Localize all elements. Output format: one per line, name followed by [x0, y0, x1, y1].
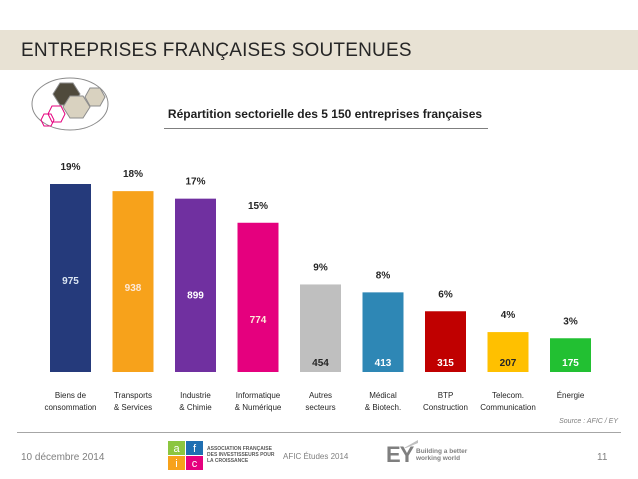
- bar-value-label-6: 315: [437, 358, 454, 369]
- bar-percent-label-4: 9%: [313, 262, 328, 273]
- bar-percent-label-7: 4%: [501, 310, 516, 321]
- bar-value-label-1: 938: [125, 283, 142, 294]
- bar-value-label-5: 413: [375, 358, 392, 369]
- bar-value-label-2: 899: [187, 291, 204, 302]
- category-label-1-line-0: Transports: [114, 391, 152, 400]
- bar-percent-label-3: 15%: [248, 201, 268, 212]
- bar-5: [362, 292, 404, 372]
- category-label-0-line-1: consommation: [44, 403, 96, 412]
- title-underline: [164, 128, 488, 129]
- category-label-2-line-1: & Chimie: [179, 403, 212, 412]
- category-label-5-line-1: & Biotech.: [365, 403, 401, 412]
- footer-date: 10 décembre 2014: [21, 452, 105, 463]
- category-label-8-line-0: Énergie: [557, 391, 585, 400]
- bar-value-label-7: 207: [500, 358, 517, 369]
- category-label-6-line-1: Construction: [423, 403, 468, 412]
- bar-value-label-8: 175: [562, 358, 579, 369]
- bar-1: [112, 191, 154, 372]
- ey-beam-icon: [404, 440, 418, 448]
- afic-letter-i: i: [175, 458, 177, 470]
- category-label-7-line-0: Telecom.: [492, 391, 524, 400]
- source-note: Source : AFIC / EY: [559, 418, 618, 425]
- category-label-2-line-0: Industrie: [180, 391, 211, 400]
- pink-hexagon-small: [40, 113, 55, 127]
- page-title: ENTREPRISES FRANÇAISES SOUTENUES: [21, 40, 412, 61]
- afic-letter-f: f: [193, 443, 197, 455]
- bar-percent-label-8: 3%: [563, 316, 578, 327]
- bar-value-label-3: 774: [250, 315, 267, 326]
- bar-2: [175, 198, 216, 372]
- category-label-7-line-1: Communication: [480, 403, 536, 412]
- bar-percent-label-2: 17%: [185, 177, 205, 188]
- bar-7: [487, 332, 529, 372]
- bar-value-label-4: 454: [312, 358, 329, 369]
- bar-3: [237, 222, 279, 372]
- bar-percent-label-6: 6%: [438, 289, 453, 300]
- afic-letter-a: a: [173, 443, 180, 455]
- category-label-4-line-0: Autres: [309, 391, 332, 400]
- category-label-3-line-0: Informatique: [236, 391, 281, 400]
- afic-letter-c: c: [192, 458, 198, 470]
- afic-logo-icon: a f i c: [168, 441, 203, 470]
- bar-6: [425, 311, 466, 372]
- ey-tagline: Building a better working world: [416, 448, 468, 462]
- bar-percent-label-1: 18%: [123, 169, 143, 180]
- hexagon-decoration-icon: [31, 77, 109, 131]
- category-label-1-line-1: & Services: [114, 403, 152, 412]
- light-hexagon-right: [84, 87, 106, 107]
- afic-logo-text: ASSOCIATION FRANÇAISE DES INVESTISSEURS …: [207, 446, 275, 464]
- hexagon-frame-ellipse: [31, 77, 109, 131]
- footer-center-label: AFIC Études 2014: [283, 452, 349, 461]
- category-label-0-line-0: Biens de: [55, 391, 87, 400]
- bar-percent-label-0: 19%: [60, 162, 80, 173]
- page-number: 11: [597, 452, 608, 463]
- light-hexagon-left: [62, 95, 91, 119]
- category-label-4-line-1: secteurs: [305, 403, 335, 412]
- header-band: ENTREPRISES FRANÇAISES SOUTENUES: [0, 30, 638, 70]
- bar-8: [550, 338, 591, 372]
- bar-4: [300, 284, 341, 372]
- category-label-6-line-0: BTP: [438, 391, 454, 400]
- category-label-3-line-1: & Numérique: [235, 403, 282, 412]
- footer-divider: [17, 432, 621, 433]
- bar-value-label-0: 975: [62, 276, 79, 287]
- chart-title: Répartition sectorielle des 5 150 entrep…: [167, 107, 483, 121]
- bar-0: [50, 184, 91, 372]
- category-label-5-line-0: Médical: [369, 391, 397, 400]
- bar-percent-label-5: 8%: [376, 270, 391, 281]
